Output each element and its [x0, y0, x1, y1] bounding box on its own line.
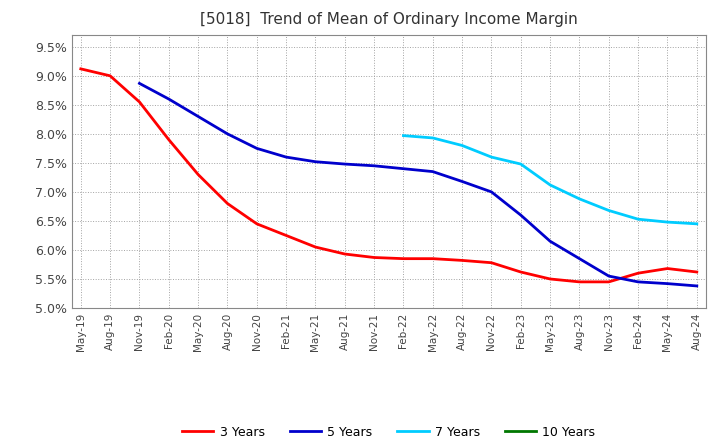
Legend: 3 Years, 5 Years, 7 Years, 10 Years: 3 Years, 5 Years, 7 Years, 10 Years: [177, 421, 600, 440]
Title: [5018]  Trend of Mean of Ordinary Income Margin: [5018] Trend of Mean of Ordinary Income …: [200, 12, 577, 27]
